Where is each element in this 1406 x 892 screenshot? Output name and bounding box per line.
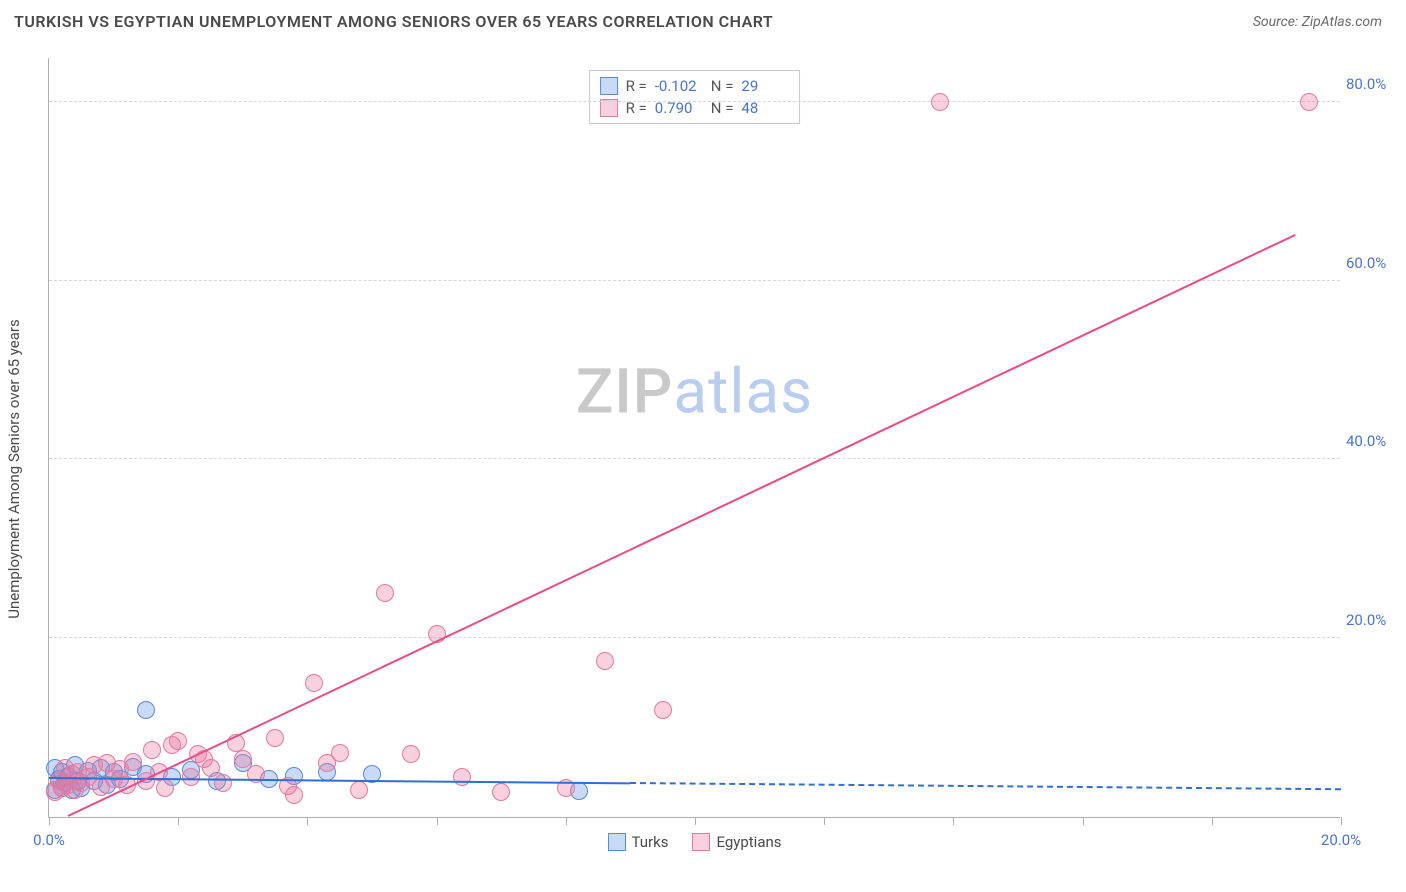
data-point — [350, 781, 368, 799]
gridline — [49, 458, 1340, 459]
data-point — [124, 753, 142, 771]
x-tick — [178, 817, 179, 825]
data-point — [143, 741, 161, 759]
data-point — [266, 729, 284, 747]
x-tick — [1083, 817, 1084, 825]
data-point — [453, 768, 471, 786]
legend-label-turks: Turks — [631, 833, 668, 851]
trend-line-extrapolated — [630, 782, 1341, 790]
data-point — [376, 584, 394, 602]
legend: Turks Egyptians — [607, 833, 781, 851]
x-tick — [695, 817, 696, 825]
y-tick-label: 60.0% — [1346, 254, 1396, 272]
data-point — [305, 674, 323, 692]
watermark-atlas: atlas — [673, 355, 813, 428]
x-tick — [566, 817, 567, 825]
data-point — [654, 701, 672, 719]
gridline — [49, 101, 1340, 102]
data-point — [169, 732, 187, 750]
x-tick — [824, 817, 825, 825]
x-tick — [307, 817, 308, 825]
legend-swatch-turks — [607, 833, 625, 851]
source-name: ZipAtlas.com — [1302, 14, 1382, 30]
data-point — [596, 652, 614, 670]
data-point — [931, 93, 949, 111]
chart-header: TURKISH VS EGYPTIAN UNEMPLOYMENT AMONG S… — [0, 0, 1406, 41]
r-label: R = — [626, 77, 647, 95]
x-tick — [1212, 817, 1213, 825]
data-point — [182, 768, 200, 786]
x-tick — [437, 817, 438, 825]
stats-box: R = -0.102 N = 29 R = 0.790 N = 48 — [589, 70, 801, 124]
gridline — [49, 280, 1340, 281]
r-value-turks: -0.102 — [655, 77, 703, 95]
data-point — [156, 779, 174, 797]
data-point — [214, 774, 232, 792]
data-point — [1300, 93, 1318, 111]
x-tick — [1341, 817, 1342, 825]
watermark: ZIPatlas — [576, 355, 813, 428]
data-point — [137, 701, 155, 719]
watermark-zip: ZIP — [576, 355, 674, 428]
source-prefix: Source: — [1253, 14, 1302, 30]
gridline — [49, 637, 1340, 638]
plot-region: ZIPatlas R = -0.102 N = 29 R = 0.790 N =… — [48, 58, 1340, 818]
legend-item-turks: Turks — [607, 833, 668, 851]
legend-item-egyptians: Egyptians — [692, 833, 781, 851]
data-point — [285, 786, 303, 804]
data-point — [331, 744, 349, 762]
x-tick — [49, 817, 50, 825]
chart-title: TURKISH VS EGYPTIAN UNEMPLOYMENT AMONG S… — [14, 12, 773, 31]
x-tick — [953, 817, 954, 825]
chart-area: Unemployment Among Seniors over 65 years… — [0, 46, 1406, 892]
chart-source: Source: ZipAtlas.com — [1253, 14, 1382, 30]
x-tick-label: 0.0% — [33, 831, 65, 849]
trend-line — [68, 234, 1296, 817]
legend-label-egyptians: Egyptians — [716, 833, 781, 851]
y-tick-label: 20.0% — [1346, 611, 1396, 629]
n-label: N = — [711, 77, 734, 95]
x-tick-label: 20.0% — [1321, 831, 1361, 849]
data-point — [492, 783, 510, 801]
data-point — [402, 745, 420, 763]
n-value-turks: 29 — [741, 77, 789, 95]
stats-row-turks: R = -0.102 N = 29 — [600, 75, 790, 97]
y-axis-title: Unemployment Among Seniors over 65 years — [5, 170, 23, 469]
swatch-turks — [600, 77, 618, 95]
y-tick-label: 80.0% — [1346, 75, 1396, 93]
legend-swatch-egyptians — [692, 833, 710, 851]
data-point — [234, 750, 252, 768]
y-tick-label: 40.0% — [1346, 432, 1396, 450]
